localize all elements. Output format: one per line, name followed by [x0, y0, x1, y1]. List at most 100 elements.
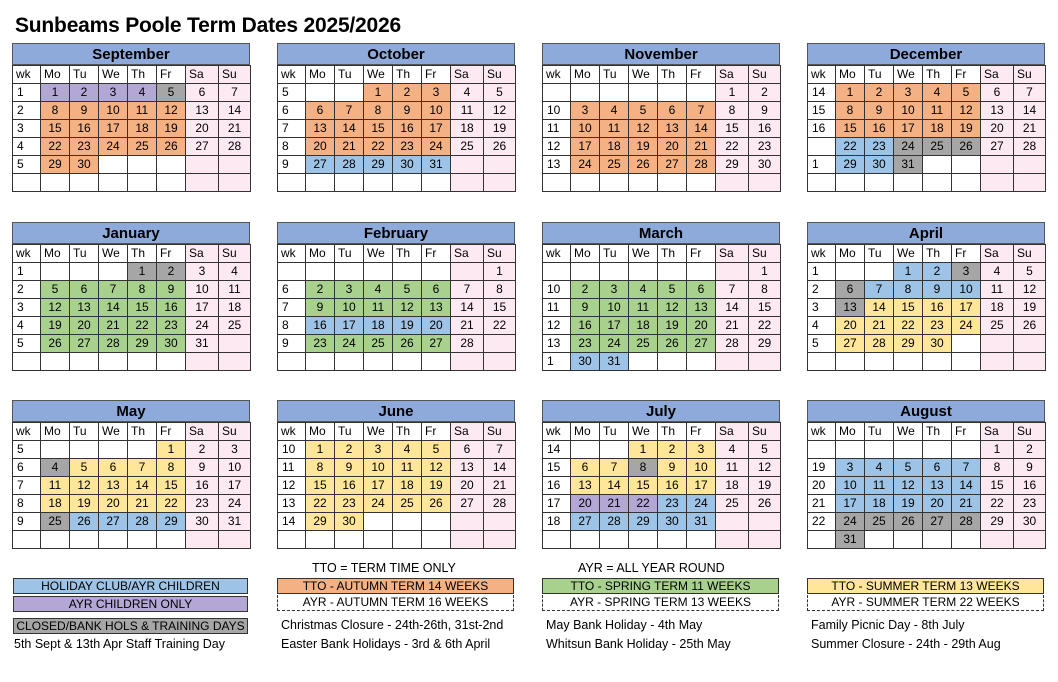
day-cell: [599, 530, 629, 549]
day-cell: 7: [450, 280, 484, 299]
week-number: 19: [807, 458, 836, 477]
week-number: 6: [12, 458, 41, 477]
day-cell: 16: [305, 316, 335, 335]
day-cell: 7: [1013, 83, 1046, 102]
day-cell: 6: [657, 101, 687, 120]
day-cell: [40, 352, 70, 371]
day-cell: 24: [334, 334, 364, 353]
week-number: 1: [542, 352, 571, 371]
day-header: Sa: [450, 244, 484, 263]
day-cell: 15: [305, 476, 335, 495]
day-cell: [748, 352, 781, 371]
week-row: 8 20 21 22 23 24 25 26: [277, 137, 516, 156]
month-table: wk Mo Tu We Th Fr Sa Su 1 2 19 3 4 5 6 7 8 9 20 10 11 12 13 14 1…: [807, 422, 1046, 549]
week-number: 16: [542, 476, 571, 495]
week-row: 6 6 7 8 9 10 11 12: [277, 101, 516, 120]
day-cell: 4: [40, 458, 70, 477]
day-cell: [334, 530, 364, 549]
day-cell: 26: [421, 494, 451, 513]
day-cell: 8: [127, 280, 157, 299]
week-number: 1: [807, 262, 836, 281]
week-row: 18 27 28 29 30 31: [542, 512, 781, 531]
day-cell: 7: [483, 440, 516, 459]
day-header-row: wk Mo Tu We Th Fr Sa Su: [277, 65, 516, 84]
day-cell: 12: [392, 298, 422, 317]
week-number: 9: [277, 155, 306, 174]
day-cell: [127, 155, 157, 174]
day-cell: 12: [156, 101, 186, 120]
week-row: [12, 173, 251, 192]
day-cell: 23: [392, 137, 422, 156]
day-cell: [421, 512, 451, 531]
day-header: Fr: [156, 65, 186, 84]
day-cell: 10: [334, 298, 364, 317]
day-cell: 13: [450, 458, 484, 477]
week-row: 20 10 11 12 13 14 15 16: [807, 476, 1046, 495]
month-header: August: [807, 400, 1045, 422]
day-cell: 5: [392, 280, 422, 299]
day-header: We: [363, 244, 393, 263]
day-cell: 30: [1013, 512, 1046, 531]
day-cell: [392, 530, 422, 549]
month-table: wk Mo Tu We Th Fr Sa Su 1 1 2 3 4 5 6 7 2 8 9 10 11 12 13 14 3 15…: [12, 65, 251, 192]
day-cell: 18: [40, 494, 70, 513]
day-cell: 1: [483, 262, 516, 281]
day-cell: [363, 352, 393, 371]
day-cell: 3: [893, 83, 923, 102]
day-cell: 12: [483, 101, 516, 120]
week-number: 13: [542, 155, 571, 174]
day-cell: 7: [98, 280, 128, 299]
day-cell: 31: [421, 155, 451, 174]
week-number: 4: [807, 316, 836, 335]
day-cell: 9: [1013, 458, 1046, 477]
day-cell: 20: [922, 494, 952, 513]
day-cell: [392, 173, 422, 192]
day-cell: 23: [864, 137, 894, 156]
day-cell: 4: [392, 440, 422, 459]
day-cell: [628, 352, 658, 371]
day-cell: 21: [686, 137, 716, 156]
day-header: Th: [392, 244, 422, 263]
note-christmas: Christmas Closure - 24th-26th, 31st-2nd: [281, 618, 504, 632]
week-number: [277, 530, 306, 549]
day-cell: [951, 440, 981, 459]
month-january: January wk Mo Tu We Th Fr Sa Su 1 1 2 3 4 2 5 6 7 8 9 10 11 3 1…: [12, 222, 251, 371]
day-cell: 9: [305, 298, 335, 317]
day-cell: [450, 352, 484, 371]
day-cell: 17: [363, 476, 393, 495]
month-august: August wk Mo Tu We Th Fr Sa Su 1 2 19 3 4 5 6 7 8 9 20 10 11 1…: [807, 400, 1046, 549]
day-cell: 19: [392, 316, 422, 335]
legend-ayr-summer: AYR - SUMMER TERM 22 WEEKS: [807, 595, 1044, 611]
day-cell: 10: [951, 280, 981, 299]
day-cell: 11: [218, 280, 251, 299]
day-header: Su: [483, 244, 516, 263]
week-row: 31: [807, 530, 1046, 549]
day-cell: 28: [334, 155, 364, 174]
day-cell: 13: [421, 298, 451, 317]
day-cell: 4: [628, 280, 658, 299]
day-cell: 13: [69, 298, 99, 317]
day-cell: [450, 530, 484, 549]
legend-tto-summer: TTO - SUMMER TERM 13 WEEKS: [807, 578, 1044, 594]
week-number: [542, 262, 571, 281]
day-header: Th: [657, 244, 687, 263]
day-cell: 23: [922, 316, 952, 335]
week-number: 4: [12, 316, 41, 335]
month-header: April: [807, 222, 1045, 244]
day-header: Su: [218, 422, 251, 441]
day-cell: [421, 352, 451, 371]
day-cell: 6: [835, 280, 865, 299]
day-header: Sa: [450, 65, 484, 84]
day-cell: [218, 173, 251, 192]
day-cell: [69, 173, 99, 192]
day-cell: 3: [363, 440, 393, 459]
day-cell: 18: [218, 298, 251, 317]
day-header: Fr: [156, 422, 186, 441]
week-row: 5 29 30: [12, 155, 251, 174]
legend-ayr-spring: AYR - SPRING TERM 13 WEEKS: [542, 595, 779, 611]
day-header: Sa: [185, 244, 219, 263]
day-cell: 26: [40, 334, 70, 353]
day-header: Mo: [570, 244, 600, 263]
week-number: 15: [807, 101, 836, 120]
day-cell: [1013, 173, 1046, 192]
